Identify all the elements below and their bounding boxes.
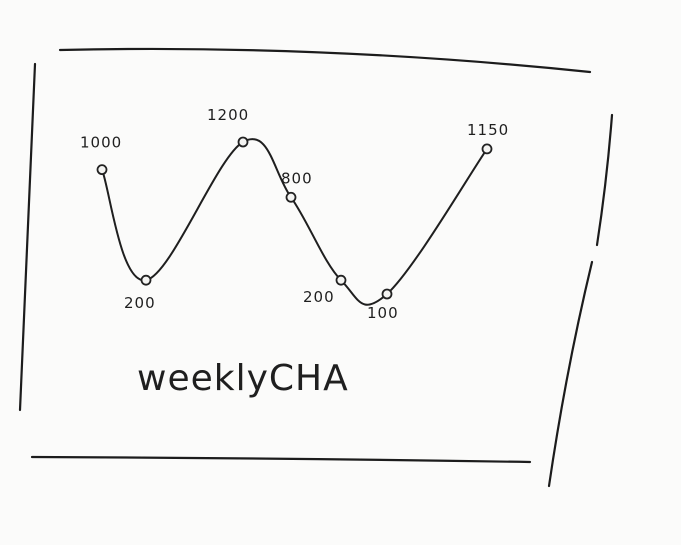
data-point — [383, 290, 392, 299]
data-point — [287, 193, 296, 202]
data-point — [142, 276, 151, 285]
frame-right-line-upper — [597, 115, 612, 245]
data-label: 1200 — [207, 106, 249, 124]
series-line — [102, 139, 487, 305]
data-label: 200 — [124, 294, 156, 312]
data-label: 800 — [281, 169, 313, 187]
data-label: 1150 — [467, 121, 509, 139]
frame-right-line-lower — [549, 262, 592, 486]
frame-bottom-line — [32, 457, 530, 462]
frame-top-line — [60, 49, 590, 72]
data-label: 1000 — [80, 134, 122, 152]
data-label: 200 — [303, 288, 335, 306]
data-point — [483, 144, 492, 153]
series-layer: 1000 200 1200 800 200 100 1150 — [80, 106, 509, 322]
data-label: 100 — [367, 304, 399, 322]
chart-title: weeklyCHA — [137, 358, 349, 399]
data-point — [98, 165, 107, 174]
frame-left-line — [20, 64, 35, 410]
data-point — [337, 276, 346, 285]
data-point — [239, 138, 248, 147]
